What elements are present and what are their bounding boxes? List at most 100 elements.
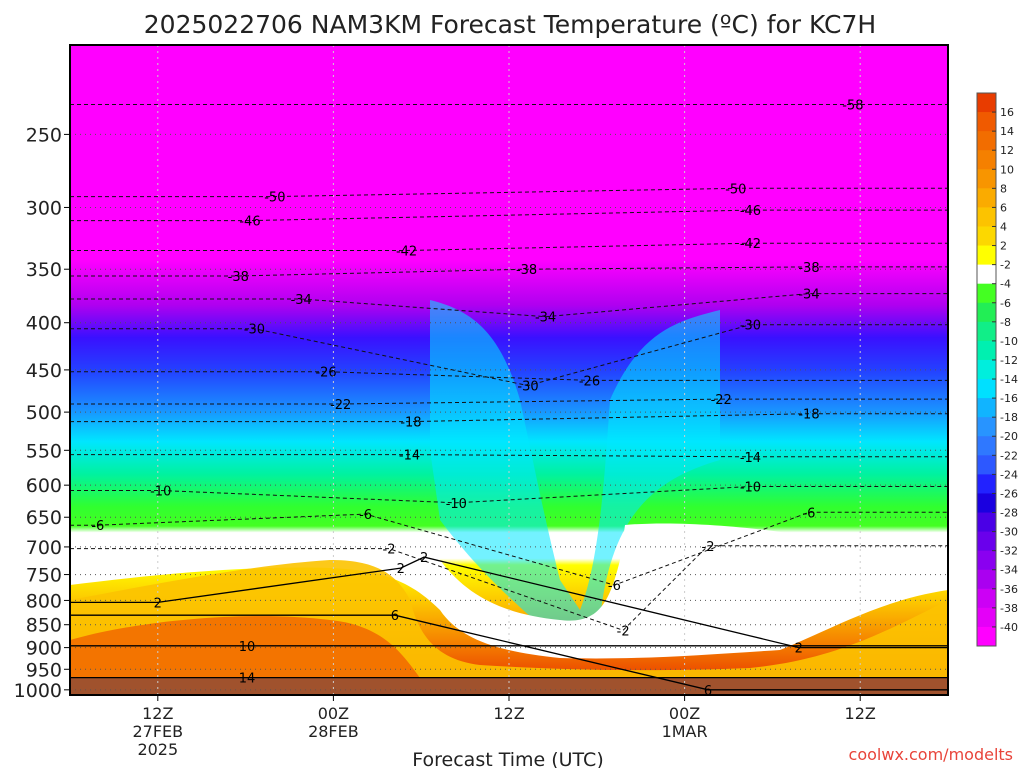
colorbar-label: 8 xyxy=(1000,182,1007,195)
contour-label: 14 xyxy=(239,672,256,687)
y-axis: 2503003504004505005506006507007508008509… xyxy=(14,124,70,702)
colorbar-swatch xyxy=(977,550,996,571)
contour-label: -18 xyxy=(400,416,421,431)
x-tick-label: 00Z xyxy=(669,704,700,723)
near-zero-band xyxy=(70,523,948,659)
colorbar-swatch xyxy=(977,207,996,227)
isotherm-line xyxy=(70,187,948,198)
colorbar-swatch xyxy=(977,531,996,552)
isotherm-line xyxy=(70,209,948,222)
isotherm-line xyxy=(70,486,948,504)
colorbar-label: 10 xyxy=(1000,163,1014,176)
contour-label: -30 xyxy=(740,319,761,334)
contour-label: 2 xyxy=(154,596,162,611)
hot-surface-layer xyxy=(70,616,420,678)
colorbar-label: -14 xyxy=(1000,373,1018,386)
isotherm-line xyxy=(70,293,948,318)
y-tick-label: 950 xyxy=(26,659,62,681)
contour-label: -14 xyxy=(399,449,420,464)
isotherm-line xyxy=(70,371,948,381)
colorbar-swatch xyxy=(977,340,996,361)
contour-label: -2 xyxy=(702,540,715,555)
contour-label: -10 xyxy=(446,497,467,512)
contour-label: -10 xyxy=(150,484,171,499)
colorbar-label: -6 xyxy=(1000,297,1011,310)
y-tick-label: 850 xyxy=(26,615,62,637)
y-tick-label: 450 xyxy=(26,360,62,382)
contour-label: 2 xyxy=(397,562,405,577)
y-tick-label: 500 xyxy=(26,402,62,424)
y-tick-label: 900 xyxy=(26,638,62,660)
contour-label: 10 xyxy=(239,640,256,655)
colorbar-swatch xyxy=(977,169,996,189)
y-tick-label: 250 xyxy=(26,124,62,146)
ground-surface xyxy=(70,678,948,695)
isotherm-line xyxy=(70,614,948,691)
contour-label: -34 xyxy=(535,311,556,326)
isotherm-line xyxy=(70,511,948,586)
x-tick-date: 28FEB xyxy=(308,722,359,741)
contour-label: -6 xyxy=(802,506,815,521)
colorbar-label: -10 xyxy=(1000,335,1018,348)
x-tick-date: 27FEB xyxy=(132,722,183,741)
contour-label: -14 xyxy=(740,451,761,466)
colorbar-swatch xyxy=(977,226,996,247)
x-tick-year: 2025 xyxy=(137,740,178,759)
colorbar-label: -16 xyxy=(1000,392,1018,405)
colorbar-swatch xyxy=(977,398,996,418)
colorbar-label: -38 xyxy=(1000,602,1018,615)
isotherm-line xyxy=(70,454,948,458)
credit-text: coolwx.com/modelts xyxy=(849,745,1013,764)
contour-label: -2 xyxy=(383,543,396,558)
colorbar-swatch xyxy=(977,112,996,132)
colorbar-swatch xyxy=(977,436,996,456)
y-tick-label: 350 xyxy=(26,259,62,281)
colorbar-label: 4 xyxy=(1000,220,1007,233)
y-tick-label: 550 xyxy=(26,440,62,462)
x-axis-title: Forecast Time (UTC) xyxy=(412,749,603,768)
isotherm-line xyxy=(70,398,948,405)
colorbar-swatch xyxy=(977,93,996,113)
isotherm-line xyxy=(70,413,948,423)
colorbar-swatch xyxy=(977,512,996,533)
contour-label: -6 xyxy=(608,579,621,594)
isotherm-line xyxy=(70,545,948,631)
contour-label: -30 xyxy=(517,380,538,395)
contour-label: -22 xyxy=(711,393,732,408)
contour-label: 2 xyxy=(795,642,803,657)
colorbar-label: 14 xyxy=(1000,125,1014,138)
contour-label: -26 xyxy=(315,366,336,381)
y-tick-label: 300 xyxy=(26,197,62,219)
colorbar-swatch xyxy=(977,493,996,514)
contour-label: -34 xyxy=(798,288,819,303)
contour-label: 6 xyxy=(391,609,399,624)
plot-area: -58 -50 -50 -46 -46 -42 -42 -38 -38 -38 -34 -34 -34 -… xyxy=(69,44,949,696)
colorbar-swatch xyxy=(977,264,996,285)
x-tick-label: 00Z xyxy=(318,704,349,723)
y-tick-label: 700 xyxy=(26,537,62,559)
contour-label: -30 xyxy=(244,323,265,338)
colorbar-swatch xyxy=(977,188,996,208)
contour-label: -46 xyxy=(740,204,761,219)
contour-label: -22 xyxy=(330,398,351,413)
colorbar-label: -40 xyxy=(1000,621,1018,634)
chart-title: 2025022706 NAM3KM Forecast Temperature (… xyxy=(144,10,876,39)
y-tick-label: 600 xyxy=(26,475,62,497)
colorbar-label: -32 xyxy=(1000,545,1018,558)
colorbar-swatch xyxy=(977,245,996,266)
colorbar-label: -20 xyxy=(1000,430,1018,443)
contour-label: -18 xyxy=(798,408,819,423)
contour-label: -34 xyxy=(291,293,312,308)
contour-label: -42 xyxy=(396,244,417,259)
colorbar-label: -24 xyxy=(1000,468,1018,481)
x-tick-date: 1MAR xyxy=(662,722,708,741)
y-tick-label: 800 xyxy=(26,590,62,612)
colorbar-label: -22 xyxy=(1000,449,1018,462)
y-tick-label: 400 xyxy=(26,313,62,335)
colorbar-swatch xyxy=(977,474,996,494)
colorbar-swatch xyxy=(977,359,996,380)
x-tick-label: 12Z xyxy=(142,704,173,723)
colorbar-label: -12 xyxy=(1000,354,1018,367)
